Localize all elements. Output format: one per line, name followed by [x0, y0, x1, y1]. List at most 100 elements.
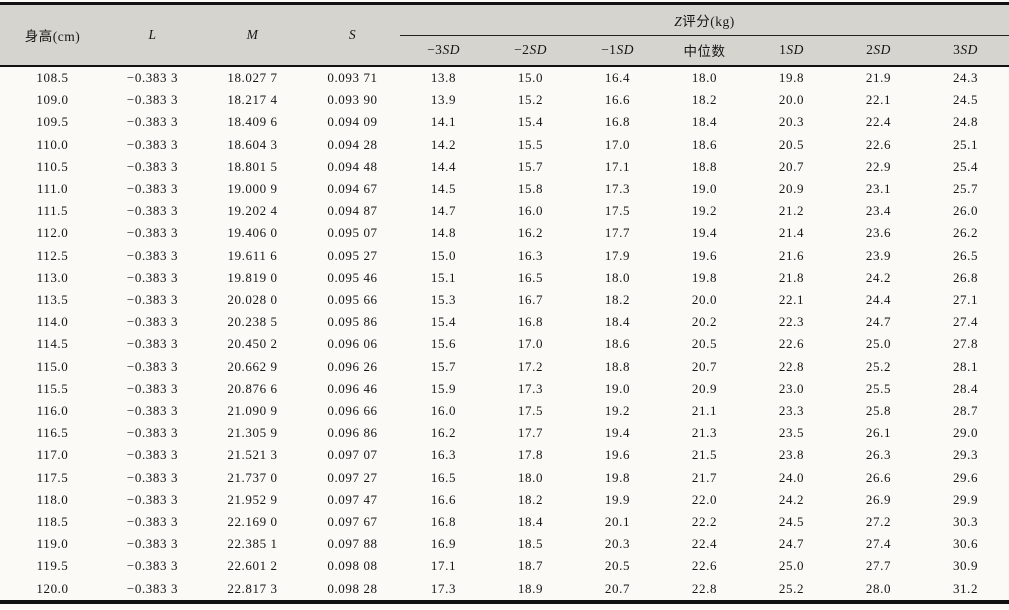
table-cell: 0.094 48	[305, 155, 400, 179]
table-cell: 26.1	[835, 422, 922, 445]
table-cell: 14.5	[400, 178, 487, 201]
table-cell: 24.3	[922, 66, 1009, 90]
table-cell: 16.8	[487, 311, 574, 334]
table-cell: 114.0	[0, 311, 105, 334]
table-cell: 23.9	[835, 244, 922, 267]
table-row: 114.5 −0.383 3 20.450 2 0.096 06 15.6 17.0 18.…	[0, 333, 1009, 356]
table-cell: 25.5	[835, 377, 922, 401]
table-cell: 20.0	[661, 289, 748, 312]
column-group-header-zscore: Z评分(kg)	[400, 3, 1009, 36]
table-cell: 111.5	[0, 200, 105, 223]
table-cell: 116.0	[0, 400, 105, 423]
table-cell: 17.0	[487, 333, 574, 356]
table-body: 108.5 −0.383 3 18.027 7 0.093 71 13.8 15.0 16.…	[0, 66, 1009, 602]
table-cell: 112.0	[0, 222, 105, 245]
table-cell: 19.0	[661, 178, 748, 201]
table-cell: 16.3	[400, 444, 487, 467]
table-cell: −0.383 3	[105, 289, 200, 312]
table-cell: 24.0	[748, 466, 835, 489]
table-cell: 22.169 0	[200, 511, 305, 534]
table-cell: 24.5	[748, 511, 835, 534]
table-cell: 0.097 07	[305, 444, 400, 467]
table-cell: 27.8	[922, 333, 1009, 356]
table-cell: 18.217 4	[200, 89, 305, 112]
table-cell: 0.096 66	[305, 400, 400, 423]
table-cell: 14.8	[400, 222, 487, 245]
table-cell: −0.383 3	[105, 155, 200, 179]
table-cell: 18.5	[487, 533, 574, 556]
table-cell: 24.4	[835, 289, 922, 312]
table-cell: 20.5	[748, 133, 835, 156]
table-cell: 118.0	[0, 488, 105, 512]
table-row: 116.5 −0.383 3 21.305 9 0.096 86 16.2 17.7 19.…	[0, 422, 1009, 445]
table-cell: −0.383 3	[105, 533, 200, 556]
table-cell: 118.5	[0, 511, 105, 534]
table-cell: 19.6	[661, 244, 748, 267]
table-cell: 18.4	[574, 311, 661, 334]
table-cell: 31.2	[922, 577, 1009, 602]
table-cell: 23.8	[748, 444, 835, 467]
table-cell: 117.0	[0, 444, 105, 467]
table-cell: 22.385 1	[200, 533, 305, 556]
table-cell: 20.028 0	[200, 289, 305, 312]
table-cell: 21.4	[748, 222, 835, 245]
table-cell: −0.383 3	[105, 89, 200, 112]
table-cell: 21.7	[661, 466, 748, 489]
sd-label-italic: SD	[873, 42, 891, 58]
table-row: 111.5 −0.383 3 19.202 4 0.094 87 14.7 16.0 17.…	[0, 200, 1009, 223]
table-cell: 18.7	[487, 555, 574, 578]
zscore-italic-z: Z	[674, 13, 683, 29]
table-cell: 29.9	[922, 488, 1009, 512]
table-cell: 16.2	[487, 222, 574, 245]
sd-label-prefix: 1	[779, 42, 787, 58]
table-cell: −0.383 3	[105, 466, 200, 489]
table-cell: 15.9	[400, 377, 487, 401]
table-cell: 19.9	[574, 488, 661, 512]
table-cell: 27.4	[922, 311, 1009, 334]
table-cell: 0.095 07	[305, 222, 400, 245]
table-cell: 20.9	[748, 178, 835, 201]
column-header-m: M	[200, 3, 305, 67]
sd-label-prefix: 2	[866, 42, 874, 58]
table-cell: 26.0	[922, 200, 1009, 223]
table-cell: 18.0	[661, 66, 748, 90]
table-cell: 0.097 88	[305, 533, 400, 556]
sd-label-prefix: 中位数	[683, 44, 726, 60]
table-cell: 16.0	[487, 200, 574, 223]
table-cell: 0.093 90	[305, 89, 400, 112]
table-cell: 17.8	[487, 444, 574, 467]
table-cell: 13.8	[400, 66, 487, 90]
table-cell: 17.3	[574, 178, 661, 201]
table-row: 114.0 −0.383 3 20.238 5 0.095 86 15.4 16.8 18.…	[0, 311, 1009, 334]
table-cell: 22.8	[748, 355, 835, 378]
table-cell: 0.094 28	[305, 133, 400, 156]
table-cell: −0.383 3	[105, 311, 200, 334]
table-cell: 21.090 9	[200, 400, 305, 423]
table-row: 109.5 −0.383 3 18.409 6 0.094 09 14.1 15.4 16.…	[0, 111, 1009, 134]
column-header-l: L	[105, 3, 200, 67]
table-cell: 18.4	[487, 511, 574, 534]
table-row: 110.0 −0.383 3 18.604 3 0.094 28 14.2 15.5 17.…	[0, 133, 1009, 156]
sd-label-italic: SD	[960, 42, 978, 58]
table-cell: 22.0	[661, 488, 748, 512]
table-cell: −0.383 3	[105, 555, 200, 578]
table-cell: 0.095 27	[305, 244, 400, 267]
table-cell: 25.2	[835, 355, 922, 378]
table-cell: 15.8	[487, 178, 574, 201]
table-cell: 20.5	[574, 555, 661, 578]
table-cell: 19.406 0	[200, 222, 305, 245]
sd-label-italic: SD	[616, 42, 634, 58]
table-cell: −0.383 3	[105, 577, 200, 602]
table-cell: 17.5	[574, 200, 661, 223]
table-cell: −0.383 3	[105, 178, 200, 201]
table-cell: 113.5	[0, 289, 105, 312]
table-cell: 0.096 86	[305, 422, 400, 445]
table-cell: 117.5	[0, 466, 105, 489]
table-row: 115.5 −0.383 3 20.876 6 0.096 46 15.9 17.3 19.…	[0, 377, 1009, 401]
table-row: 117.0 −0.383 3 21.521 3 0.097 07 16.3 17.8 19.…	[0, 444, 1009, 467]
zscore-label-text: 评分(kg)	[682, 13, 735, 29]
table-cell: 21.737 0	[200, 466, 305, 489]
table-cell: 0.097 47	[305, 488, 400, 512]
